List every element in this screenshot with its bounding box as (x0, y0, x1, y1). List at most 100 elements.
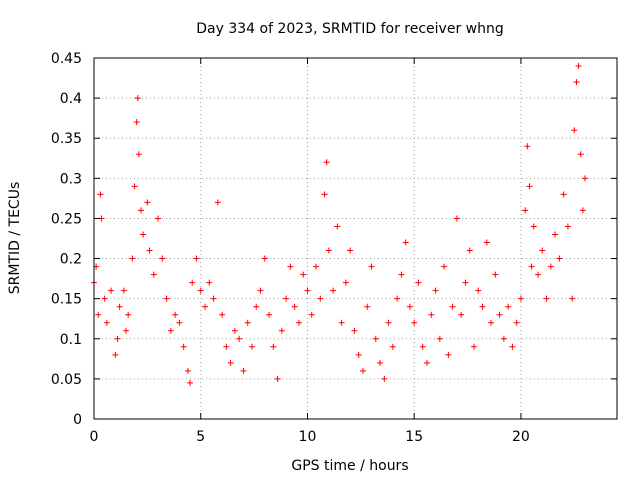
data-point (381, 375, 388, 382)
data-point (193, 255, 200, 262)
data-point (189, 279, 196, 286)
data-point (535, 271, 542, 278)
data-point (355, 351, 362, 358)
data-point (223, 343, 230, 350)
data-point (466, 247, 473, 254)
data-point (385, 319, 392, 326)
y-axis: 0 0.05 0.1 0.15 0.2 0.25 0.3 0.35 0.4 0.45 (51, 51, 617, 428)
data-point (283, 295, 290, 302)
data-point (274, 375, 281, 382)
data-point (206, 279, 213, 286)
data-point (103, 319, 110, 326)
data-point (176, 319, 183, 326)
data-point (270, 343, 277, 350)
data-point (308, 311, 315, 318)
data-point (300, 271, 307, 278)
data-point (330, 287, 337, 294)
data-point (135, 151, 142, 158)
data-point (571, 127, 578, 134)
x-axis: 0 5 10 15 20 (90, 58, 530, 445)
data-point (131, 183, 138, 190)
data-point (187, 379, 194, 386)
data-point (219, 311, 226, 318)
data-point (317, 295, 324, 302)
data-point (496, 311, 503, 318)
data-point (458, 311, 465, 318)
chart-title: Day 334 of 2023, SRMTID for receiver whn… (196, 21, 504, 37)
data-point (483, 239, 490, 246)
data-point (517, 295, 524, 302)
data-point (214, 199, 221, 206)
data-point (509, 343, 516, 350)
data-point (244, 319, 251, 326)
data-point (415, 279, 422, 286)
data-point (522, 207, 529, 214)
data-point (462, 279, 469, 286)
data-point (560, 191, 567, 198)
y-tick-label: 0 (73, 412, 82, 428)
plot-frame (93, 57, 618, 420)
y-tick-label: 0.35 (51, 131, 82, 147)
data-point (137, 207, 144, 214)
data-point (321, 191, 328, 198)
data-point (159, 255, 166, 262)
data-point (261, 255, 268, 262)
data-point (505, 303, 512, 310)
data-point (411, 319, 418, 326)
data-point (441, 263, 448, 270)
data-point (323, 159, 330, 166)
data-point (342, 279, 349, 286)
data-point (231, 327, 238, 334)
data-point (167, 327, 174, 334)
data-point (334, 223, 341, 230)
y-tick-label: 0.3 (60, 171, 82, 187)
data-point (114, 335, 121, 342)
x-tick-label: 15 (405, 429, 423, 445)
data-point (368, 263, 375, 270)
data-point (304, 287, 311, 294)
data-point (155, 215, 162, 222)
grid-lines (94, 58, 617, 419)
data-point (97, 191, 104, 198)
data-point (475, 287, 482, 294)
data-point (436, 335, 443, 342)
data-point (492, 271, 499, 278)
data-point (338, 319, 345, 326)
data-point (372, 335, 379, 342)
data-point (248, 343, 255, 350)
data-point (569, 295, 576, 302)
data-point (184, 367, 191, 374)
data-point (202, 303, 209, 310)
data-point (530, 223, 537, 230)
data-point (488, 319, 495, 326)
data-point (123, 327, 130, 334)
y-tick-label: 0.05 (51, 372, 82, 388)
x-tick-label: 5 (196, 429, 205, 445)
data-point (377, 359, 384, 366)
data-point (266, 311, 273, 318)
data-point (406, 303, 413, 310)
data-point (364, 303, 371, 310)
data-point (424, 359, 431, 366)
y-tick-label: 0.4 (60, 91, 82, 107)
data-point (133, 119, 140, 126)
data-point (428, 311, 435, 318)
data-point (108, 287, 115, 294)
data-point (172, 311, 179, 318)
data-point (564, 223, 571, 230)
data-point (295, 319, 302, 326)
y-tick-label: 0.45 (51, 51, 82, 67)
data-point (524, 143, 531, 150)
data-point (556, 255, 563, 262)
data-point (163, 295, 170, 302)
data-point (402, 239, 409, 246)
data-point (579, 207, 586, 214)
data-point (581, 175, 588, 182)
data-point (539, 247, 546, 254)
data-point (101, 295, 108, 302)
data-point (95, 311, 102, 318)
data-point (197, 287, 204, 294)
data-point (394, 295, 401, 302)
data-point (257, 287, 264, 294)
